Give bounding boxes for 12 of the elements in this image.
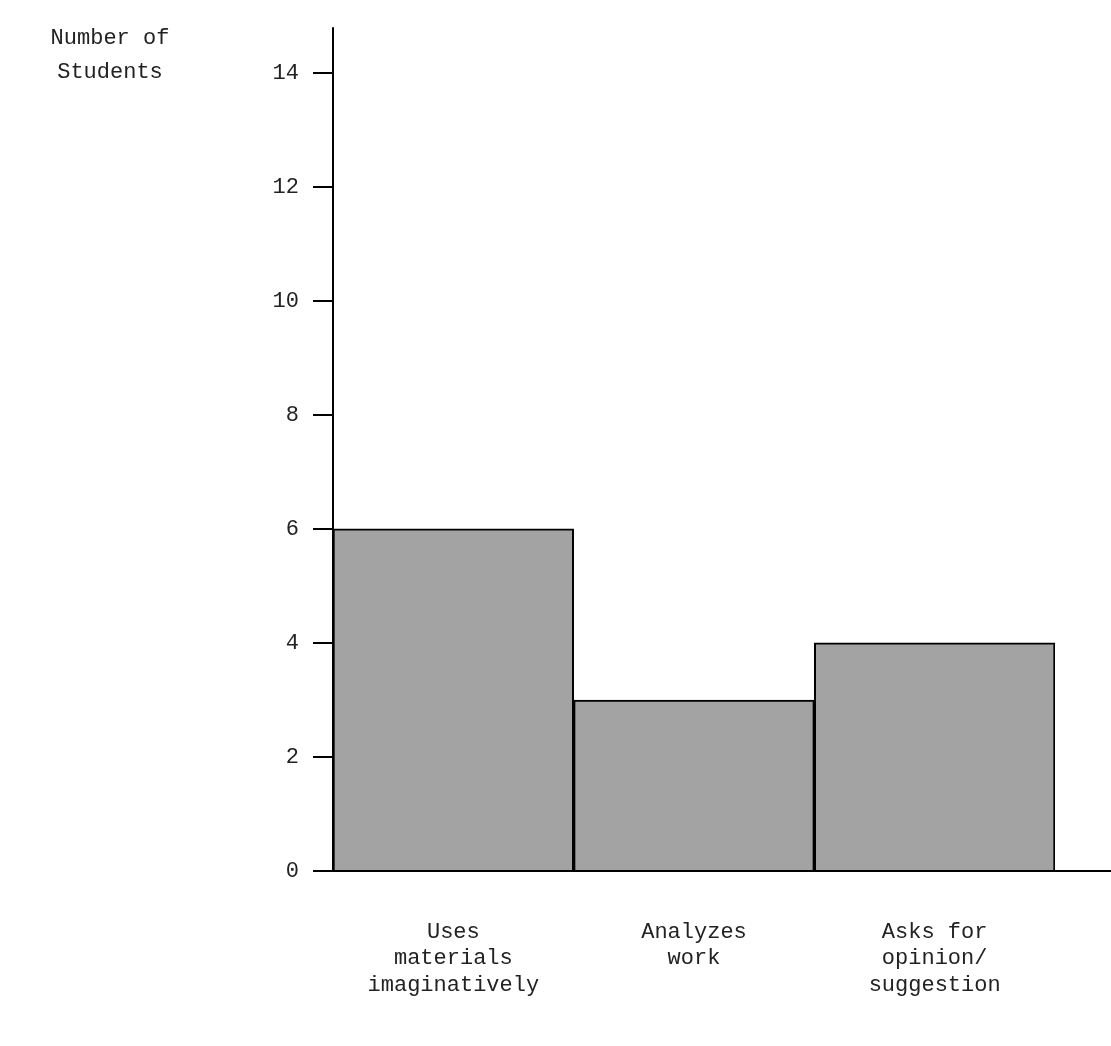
y-tick-label: 12 <box>272 174 299 200</box>
y-tick-label: 8 <box>285 402 299 428</box>
x-tick-label: Asks for opinion/ suggestion <box>868 920 1001 998</box>
y-tick-label: 6 <box>285 516 299 542</box>
y-tick-label: 0 <box>285 858 299 884</box>
y-tick-label: 4 <box>285 630 299 656</box>
x-tick-label: Analyzes work <box>641 920 747 972</box>
y-tick-label: 14 <box>272 60 299 86</box>
x-tick-label: Uses materials imaginatively <box>367 920 540 998</box>
y-tick-label: 10 <box>272 288 299 314</box>
y-axis-title: Number of Students <box>49 25 171 87</box>
y-tick-label: 2 <box>285 744 299 770</box>
